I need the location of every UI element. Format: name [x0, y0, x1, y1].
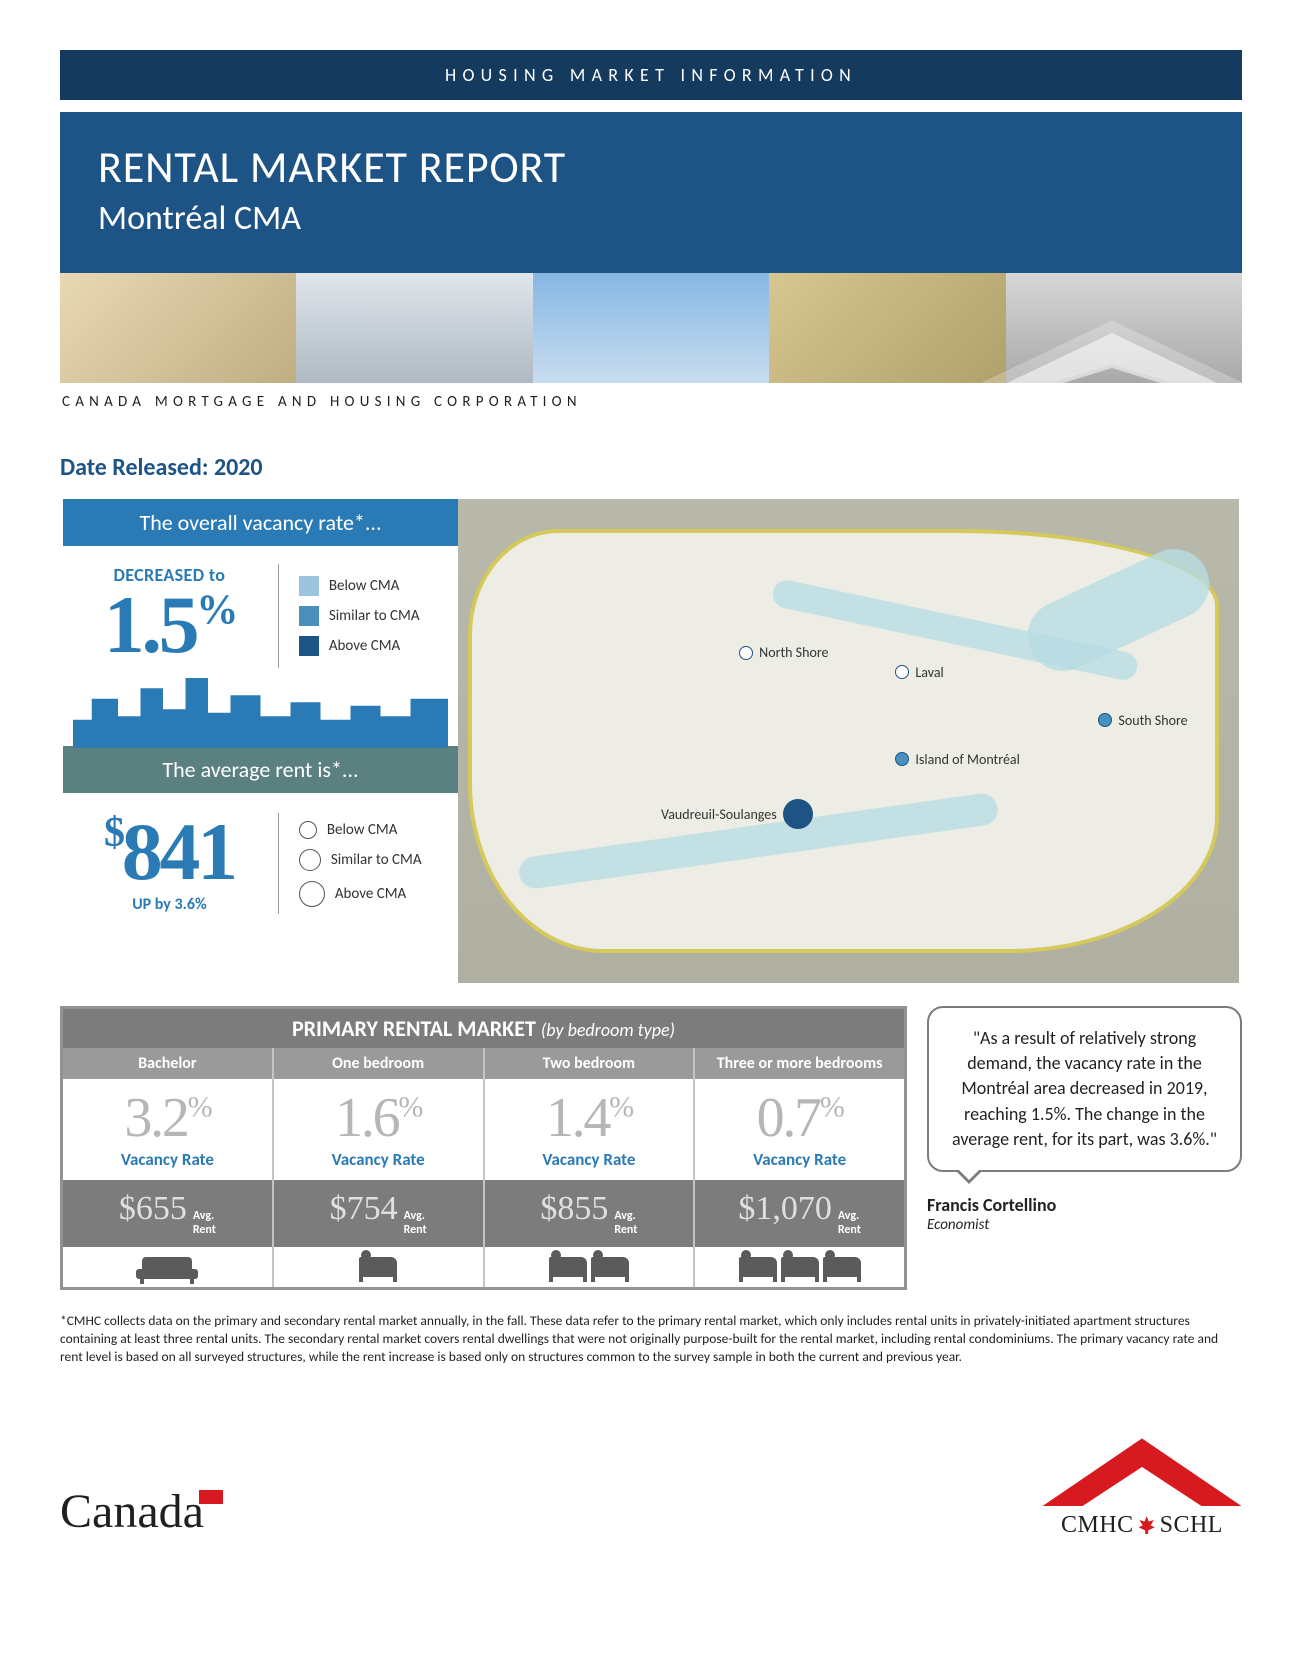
- org-line: CANADA MORTGAGE AND HOUSING CORPORATION: [60, 383, 1242, 411]
- skyline-icon: [73, 678, 448, 748]
- quote-box: "As a result of relatively strong demand…: [927, 1006, 1242, 1172]
- quote-text: "As a result of relatively strong demand…: [952, 1027, 1217, 1150]
- prm-avg-rent: $655Avg.Rent: [63, 1180, 272, 1246]
- legend-circle-icon: [299, 881, 325, 907]
- primary-rental-market-table: PRIMARY RENTAL MARKET (by bedroom type) …: [60, 1006, 907, 1290]
- quote-column: "As a result of relatively strong demand…: [927, 1006, 1242, 1290]
- map-marker-label: Vaudreuil-Soulanges: [661, 806, 777, 823]
- map-marker: Island of Montréal: [895, 751, 1019, 768]
- logo-row: Canada CMHC SCHL: [60, 1438, 1242, 1539]
- report-title: RENTAL MARKET REPORT: [98, 140, 1204, 194]
- bed-icon: [549, 1257, 587, 1277]
- rent-stat: $841 UP by 3.6% Below CMA Similar to CMA…: [63, 793, 458, 927]
- map-marker-dot-icon: [783, 799, 813, 829]
- prm-bed-icon-row: [63, 1247, 272, 1287]
- bed-icon: [739, 1257, 777, 1277]
- legend-circle-icon: [299, 849, 321, 871]
- quote-author: Francis Cortellino: [927, 1194, 1242, 1216]
- prm-cell: 1.4%Vacancy Rate$855Avg.Rent: [483, 1079, 694, 1287]
- prm-column-header: Three or more bedrooms: [693, 1048, 904, 1079]
- rent-sublabel: UP by 3.6%: [77, 895, 262, 914]
- prm-column-header: One bedroom: [272, 1048, 483, 1079]
- prm-column-header: Two bedroom: [483, 1048, 694, 1079]
- map-marker-label: Laval: [915, 664, 943, 681]
- map-marker-label: South Shore: [1118, 712, 1187, 729]
- cmhc-text-left: CMHC: [1061, 1512, 1134, 1538]
- footnote: *CMHC collects data on the primary and s…: [60, 1312, 1242, 1367]
- cmhc-text-right: SCHL: [1160, 1512, 1223, 1538]
- kicker-banner: HOUSING MARKET INFORMATION: [60, 50, 1242, 100]
- chevron-motif-icon: [902, 213, 1242, 383]
- legend-swatch-icon: [299, 576, 319, 596]
- infographic-row: The overall vacancy rate*... DECREASED t…: [60, 496, 1242, 986]
- legend-swatch-icon: [299, 636, 319, 656]
- legend-swatch-icon: [299, 606, 319, 626]
- prm-body-row: 3.2%Vacancy Rate$655Avg.Rent1.6%Vacancy …: [63, 1079, 904, 1287]
- map-marker: Vaudreuil-Soulanges: [661, 799, 813, 829]
- map-marker: Laval: [895, 664, 943, 681]
- map-marker: South Shore: [1098, 712, 1187, 729]
- prm-vacancy: 3.2%Vacancy Rate: [63, 1079, 272, 1180]
- prm-cell: 3.2%Vacancy Rate$655Avg.Rent: [63, 1079, 272, 1287]
- vacancy-stat: DECREASED to 1.5% Below CMA Similar to C…: [63, 546, 458, 678]
- flag-icon: [200, 1490, 222, 1504]
- rent-value: $841: [77, 815, 262, 889]
- bed-icon: [591, 1257, 629, 1277]
- prm-bed-icon-row: [695, 1247, 904, 1285]
- rent-legend: Below CMA Similar to CMA Above CMA: [287, 811, 444, 917]
- map-marker-dot-icon: [895, 665, 909, 679]
- rent-heading: The average rent is*...: [63, 746, 458, 793]
- canada-wordmark-logo: Canada: [60, 1484, 222, 1539]
- prm-column-header: Bachelor: [63, 1048, 272, 1079]
- date-released: Date Released: 2020: [60, 453, 1242, 482]
- prm-vacancy: 1.6%Vacancy Rate: [274, 1079, 483, 1180]
- prm-header-row: BachelorOne bedroomTwo bedroomThree or m…: [63, 1048, 904, 1079]
- prm-vacancy: 0.7%Vacancy Rate: [695, 1079, 904, 1180]
- bed-icon: [781, 1257, 819, 1277]
- couch-icon: [142, 1257, 192, 1279]
- title-banner: RENTAL MARKET REPORT Montréal CMA: [60, 112, 1242, 383]
- prm-cell: 0.7%Vacancy Rate$1,070Avg.Rent: [693, 1079, 904, 1287]
- prm-avg-rent: $1,070Avg.Rent: [695, 1180, 904, 1246]
- map-region-shape: [468, 529, 1219, 953]
- map-marker: North Shore: [739, 644, 828, 661]
- cmhc-chevron-icon: [1042, 1438, 1242, 1506]
- prm-title: PRIMARY RENTAL MARKET (by bedroom type): [63, 1009, 904, 1048]
- prm-avg-rent: $754Avg.Rent: [274, 1180, 483, 1246]
- bed-icon: [359, 1257, 397, 1277]
- vacancy-legend: Below CMA Similar to CMA Above CMA: [287, 566, 444, 666]
- map-marker-label: North Shore: [759, 644, 828, 661]
- map-marker-label: Island of Montréal: [915, 751, 1019, 768]
- map-area: North Shore Laval South Shore Island of Mon…: [458, 499, 1239, 983]
- map-marker-dot-icon: [1098, 713, 1112, 727]
- vacancy-value: 1.5%: [77, 588, 262, 662]
- vacancy-heading: The overall vacancy rate*...: [63, 499, 458, 546]
- cmhc-logo: CMHC SCHL: [1042, 1438, 1242, 1539]
- prm-cell: 1.6%Vacancy Rate$754Avg.Rent: [272, 1079, 483, 1287]
- prm-vacancy: 1.4%Vacancy Rate: [485, 1079, 694, 1180]
- maple-leaf-icon: [1138, 1516, 1156, 1534]
- bed-icon: [823, 1257, 861, 1277]
- prm-bed-icon-row: [274, 1247, 483, 1285]
- prm-bed-icon-row: [485, 1247, 694, 1285]
- map-marker-dot-icon: [895, 752, 909, 766]
- stats-column: The overall vacancy rate*... DECREASED t…: [63, 499, 458, 983]
- legend-circle-icon: [299, 821, 317, 839]
- quote-author-title: Economist: [927, 1216, 1242, 1234]
- prm-avg-rent: $855Avg.Rent: [485, 1180, 694, 1246]
- map-marker-dot-icon: [739, 646, 753, 660]
